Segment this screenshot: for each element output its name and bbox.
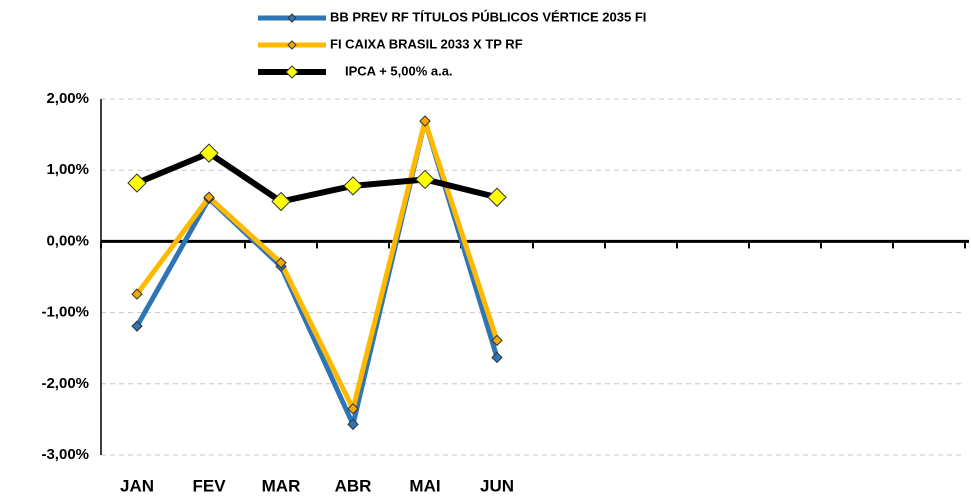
legend-marker (287, 13, 297, 23)
legend-label: IPCA + 5,00% a.a. (345, 63, 453, 78)
y-tick-label: -2,00% (41, 375, 89, 392)
marker (491, 351, 503, 364)
marker (271, 191, 291, 212)
marker (347, 418, 359, 431)
marker (199, 143, 219, 163)
y-tick-label: 2,00% (46, 90, 89, 107)
legend-marker (285, 65, 299, 79)
marker (347, 403, 359, 415)
legend-label: BB PREV RF TÍTULOS PÚBLICOS VÉRTICE 2035… (330, 9, 646, 24)
series-line (134, 118, 500, 427)
marker (487, 187, 507, 207)
y-tick-label: -3,00% (41, 446, 89, 463)
marker (275, 257, 287, 269)
marker (419, 115, 431, 127)
marker (131, 288, 143, 300)
y-tick-label: 0,00% (46, 232, 89, 249)
x-tick-label: ABR (335, 476, 372, 495)
marker (131, 320, 143, 332)
marker (343, 176, 363, 196)
series-line (134, 118, 500, 412)
legend-label: FI CAIXA BRASIL 2033 X TP RF (330, 36, 523, 51)
marker (203, 191, 215, 203)
marker (127, 173, 147, 193)
marker (491, 334, 503, 347)
y-tick-label: 1,00% (46, 161, 89, 178)
x-tick-label: MAR (262, 476, 301, 495)
series-line (135, 150, 498, 205)
y-tick-label: -1,00% (41, 304, 89, 321)
x-tick-label: MAI (409, 476, 440, 495)
x-tick-label: JAN (120, 476, 154, 495)
x-tick-label: FEV (192, 476, 226, 495)
x-tick-label: JUN (480, 476, 514, 495)
legend-marker (287, 40, 297, 50)
marker (415, 169, 435, 190)
